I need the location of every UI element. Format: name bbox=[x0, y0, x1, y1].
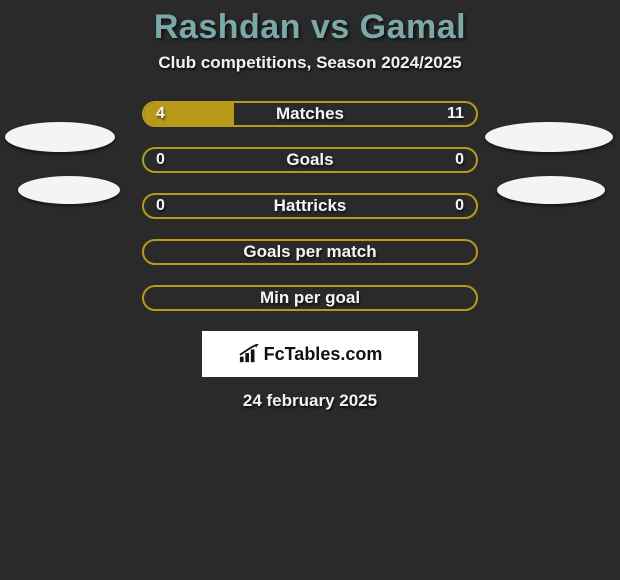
avatar-ellipse bbox=[497, 176, 605, 204]
stat-value-right: 0 bbox=[455, 151, 464, 169]
date-line: 24 february 2025 bbox=[243, 391, 377, 411]
stat-value-left: 0 bbox=[156, 197, 165, 215]
logo-text: FcTables.com bbox=[264, 344, 383, 365]
avatar-ellipse bbox=[5, 122, 115, 152]
stat-value-right: 0 bbox=[455, 197, 464, 215]
stat-bar: 4Matches11 bbox=[142, 101, 478, 127]
subtitle: Club competitions, Season 2024/2025 bbox=[158, 53, 461, 73]
avatar-ellipse bbox=[485, 122, 613, 152]
stat-label: Goals per match bbox=[144, 242, 476, 262]
bar-chart-icon bbox=[238, 344, 260, 364]
stat-label: Hattricks bbox=[144, 196, 476, 216]
stat-row: Goals per match bbox=[0, 239, 620, 265]
stat-bar: 0Goals0 bbox=[142, 147, 478, 173]
page-title: Rashdan vs Gamal bbox=[154, 8, 466, 47]
stat-bar: Min per goal bbox=[142, 285, 478, 311]
stat-label: Goals bbox=[144, 150, 476, 170]
stat-value-left: 0 bbox=[156, 151, 165, 169]
logo-box: FcTables.com bbox=[202, 331, 418, 377]
stat-value-right: 11 bbox=[447, 105, 464, 123]
stat-bar: Goals per match bbox=[142, 239, 478, 265]
stat-row: Min per goal bbox=[0, 285, 620, 311]
avatar-ellipse bbox=[18, 176, 120, 204]
stat-label: Min per goal bbox=[144, 288, 476, 308]
stat-value-left: 4 bbox=[156, 105, 165, 123]
stat-bar: 0Hattricks0 bbox=[142, 193, 478, 219]
